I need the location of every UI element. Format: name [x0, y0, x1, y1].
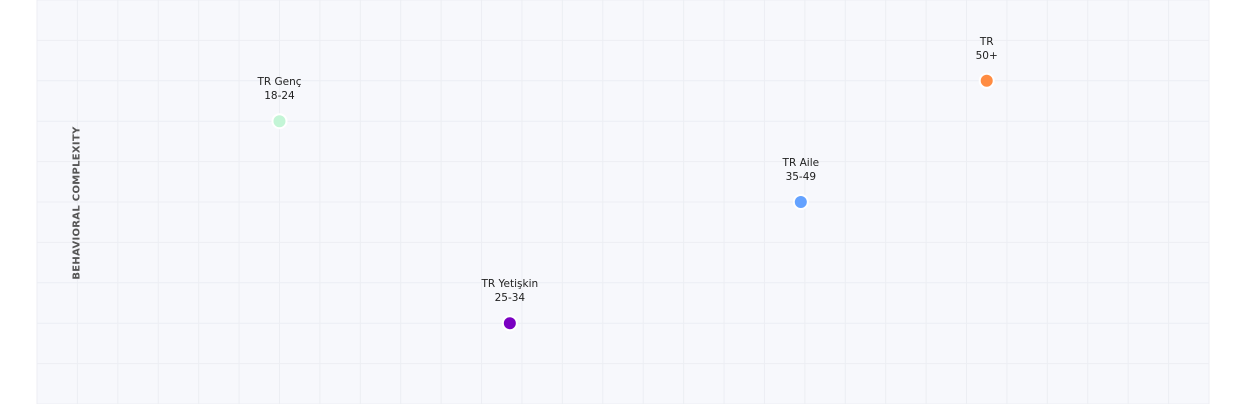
data-point[interactable] — [501, 315, 518, 332]
data-point[interactable] — [792, 194, 809, 210]
data-point[interactable] — [978, 72, 995, 89]
point-sublabel: 50+ — [976, 50, 998, 62]
point-sublabel: 25-34 — [495, 292, 526, 304]
point-label: TR — [979, 36, 994, 48]
point-label: TR Genç — [256, 76, 301, 88]
point-label: TR Aile — [782, 157, 820, 169]
point-sublabel: 35-49 — [786, 171, 817, 183]
y-axis-label: BEHAVIORAL COMPLEXITY — [71, 126, 83, 280]
data-point[interactable] — [271, 113, 288, 130]
point-label: TR Yetişkin — [480, 278, 538, 290]
point-sublabel: 18-24 — [264, 90, 295, 102]
